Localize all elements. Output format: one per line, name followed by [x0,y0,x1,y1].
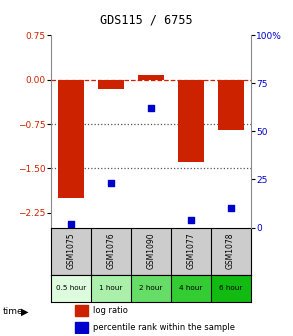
Bar [58,80,84,198]
Point [109,181,113,186]
Text: GSM1077: GSM1077 [186,233,195,269]
Bar [218,80,243,130]
Point [228,206,233,211]
Text: 2 hour: 2 hour [139,285,163,291]
Text: 4 hour: 4 hour [179,285,202,291]
Text: 0.5 hour: 0.5 hour [56,285,86,291]
Text: 6 hour: 6 hour [219,285,242,291]
Text: 1 hour: 1 hour [99,285,123,291]
Bar [98,80,124,88]
Text: time: time [3,307,23,316]
Bar [211,275,251,302]
Bar [131,275,171,302]
Point [149,106,153,111]
Bar [171,275,211,302]
Bar [75,322,88,333]
Text: GSM1076: GSM1076 [107,233,115,269]
Text: log ratio: log ratio [93,306,128,315]
Text: ▶: ▶ [21,307,28,317]
Bar [51,275,91,302]
Text: GDS115 / 6755: GDS115 / 6755 [100,14,193,27]
Bar [178,80,204,162]
Bar [138,75,164,80]
Point [69,221,74,226]
Text: GSM1090: GSM1090 [146,233,155,269]
Text: GSM1075: GSM1075 [67,233,76,269]
Text: GSM1078: GSM1078 [226,233,235,269]
Point [188,217,193,222]
Bar [91,275,131,302]
Text: percentile rank within the sample: percentile rank within the sample [93,323,235,332]
Bar [75,304,88,316]
